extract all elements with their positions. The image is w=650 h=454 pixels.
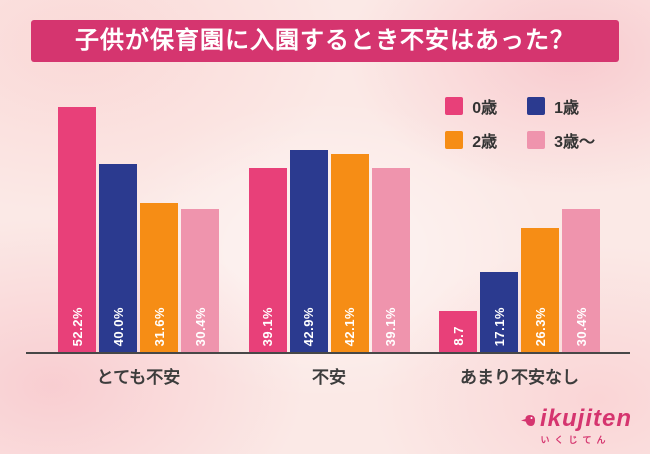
bar-value-label: 39.1% [383,306,398,346]
bar-value-label: 30.4% [573,306,589,346]
category-label-とても不安: とても不安 [96,368,181,387]
bar-value-label: 26.3% [532,306,548,346]
legend-label: 0歳 [472,100,498,117]
bar-group-不安: 39.1% 42.9% 42.1% 39.1% [248,150,410,352]
category-labels-row: とても不安 不安 あまり不安なし [0,363,650,388]
logo-name: ikujiten [539,405,632,432]
bar-value-label: 42.1% [342,306,357,346]
bar-0歳-とても不安: 52.2% [58,106,96,352]
bar-value-label: 39.1% [260,306,275,346]
bar-value-label: 8.7 [450,326,466,346]
bar-1歳-不安: 42.9% [289,150,328,352]
logo-subtitle: いくじてん [540,435,611,445]
category-label-あまり不安なし: あまり不安なし [460,368,579,387]
legend-label: 2歳 [472,134,498,151]
legend-swatch [527,131,546,149]
legend-label: 1歳 [554,100,579,117]
bar-value-label: 42.9% [301,306,316,346]
legend-swatch [445,97,464,115]
bar-value-label: 30.4% [192,306,208,346]
bar-0歳-不安: 39.1% [248,168,287,352]
bar-value-label: 52.2% [69,306,85,346]
bird-icon [520,415,535,426]
bar-1歳-とても不安: 40.0% [99,164,137,352]
bar-value-label: 40.0% [110,306,126,346]
legend-item-0歳: 0歳 [445,94,497,118]
legend-swatch [445,131,464,149]
bar-group-とても不安: 52.2% 40.0% 31.6% 30.4% [58,106,219,352]
legend-swatch [527,97,546,115]
bar-2歳-あまり不安なし: 26.3% [521,228,559,352]
x-axis-line [26,352,630,354]
bar-3歳〜-あまり不安なし: 30.4% [562,209,600,352]
bar-chart: 0歳 1歳 2歳 3歳〜 52.2% 40.0% 31.6% 30.4% 39.1% 42.9%… [0,97,650,388]
bar-2歳-とても不安: 31.6% [140,203,178,352]
bar-0歳-あまり不安なし: 8.7 [439,311,477,352]
bar-3歳〜-とても不安: 30.4% [181,209,219,352]
bar-1歳-あまり不安なし: 17.1% [480,271,518,352]
legend-label: 3歳〜 [554,134,595,151]
page-title: 子供が保育園に入園するとき不安はあった？ [31,20,619,62]
legend-item-1歳: 1歳 [527,94,595,118]
chart-legend: 0歳 1歳 2歳 3歳〜 [445,94,595,152]
category-label-不安: 不安 [312,368,346,387]
bar-3歳〜-不安: 39.1% [371,168,410,352]
legend-item-3歳〜: 3歳〜 [527,128,595,152]
bar-value-label: 31.6% [151,306,167,346]
bar-value-label: 17.1% [491,306,507,346]
legend-item-2歳: 2歳 [445,128,497,152]
bar-2歳-不安: 42.1% [330,154,369,352]
logo: ikujiten いくじてん [519,407,632,446]
plot-area: 52.2% 40.0% 31.6% 30.4% 39.1% 42.9% 42.1% 39.1%… [0,102,650,352]
bar-group-あまり不安なし: 8.7 17.1% 26.3% 30.4% [439,209,600,352]
